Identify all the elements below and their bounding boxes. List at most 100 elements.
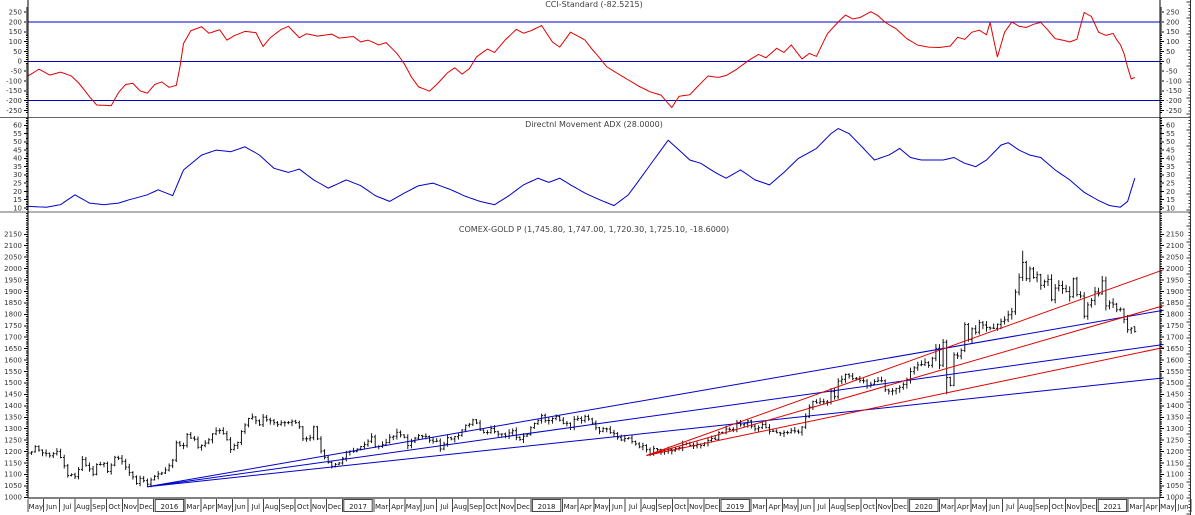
svg-text:-200: -200 [1166, 97, 1182, 105]
trendline [646, 305, 1164, 456]
x-month-label: Nov [1066, 503, 1080, 511]
svg-text:30: 30 [1166, 171, 1175, 179]
year-box [1097, 499, 1128, 512]
trendline [147, 377, 1164, 488]
svg-text:1200: 1200 [4, 448, 22, 456]
svg-text:45: 45 [13, 146, 22, 154]
svg-text:-100: -100 [6, 77, 22, 85]
svg-text:1550: 1550 [4, 368, 22, 376]
x-month-label: Jul [251, 503, 261, 511]
x-year-label: 2019 [726, 503, 744, 511]
x-month-label: Jul [628, 503, 638, 511]
svg-text:-250: -250 [6, 107, 22, 115]
svg-text:60: 60 [1166, 122, 1175, 130]
x-month-label: Oct [1051, 503, 1063, 511]
svg-text:1450: 1450 [4, 391, 22, 399]
svg-text:2050: 2050 [1166, 253, 1184, 261]
x-year-label: 2016 [160, 503, 178, 511]
svg-text:1000: 1000 [4, 494, 22, 502]
svg-text:-250: -250 [1166, 107, 1182, 115]
x-month-label: Jun [1177, 503, 1189, 511]
x-month-label: Nov [689, 503, 703, 511]
x-month-label: Nov [878, 503, 892, 511]
svg-text:45: 45 [1166, 146, 1175, 154]
svg-text:150: 150 [9, 28, 22, 36]
svg-text:1600: 1600 [4, 356, 22, 364]
svg-text:1150: 1150 [1166, 459, 1184, 467]
x-month-label: Jun [422, 503, 434, 511]
year-box [154, 499, 185, 512]
svg-text:1350: 1350 [4, 414, 22, 422]
y-labels-price: 2150 2150 2100 2100 2050 2050 2000 2000 1950 1950… [4, 231, 1184, 502]
svg-text:20: 20 [1166, 188, 1175, 196]
svg-text:50: 50 [1166, 138, 1175, 146]
panel-cci [28, 11, 1160, 109]
svg-text:-200: -200 [6, 97, 22, 105]
svg-text:20: 20 [13, 188, 22, 196]
x-month-label: Mar [564, 503, 577, 511]
svg-text:200: 200 [1166, 18, 1179, 26]
svg-text:1050: 1050 [4, 482, 22, 490]
svg-text:40: 40 [13, 155, 22, 163]
svg-text:1150: 1150 [4, 459, 22, 467]
x-month-label: Jun [611, 503, 623, 511]
x-axis-labels: May Jun Jul Aug Sep Oct Nov Dec 2016 Mar Apr May Jun… [27, 499, 1192, 512]
x-month-label: May [217, 503, 231, 511]
x-month-label: Sep [469, 503, 483, 511]
svg-text:15: 15 [13, 196, 22, 204]
x-month-label: Oct [863, 503, 875, 511]
svg-text:1300: 1300 [1166, 425, 1184, 433]
svg-text:1650: 1650 [4, 345, 22, 353]
trendline [147, 344, 1164, 488]
right-edge-ruler [1186, 0, 1191, 515]
x-month-label: Dec [328, 503, 342, 511]
svg-text:2150: 2150 [4, 231, 22, 239]
trendline [147, 309, 1164, 488]
cci-line [28, 11, 1135, 109]
x-month-label: Mar [941, 503, 954, 511]
x-month-label: Aug [76, 503, 90, 511]
svg-text:10: 10 [13, 204, 22, 212]
svg-text:55: 55 [1166, 130, 1175, 138]
svg-text:150: 150 [1166, 28, 1179, 36]
svg-text:-150: -150 [6, 87, 22, 95]
x-month-label: May [594, 503, 608, 511]
svg-text:1100: 1100 [1166, 471, 1184, 479]
x-month-label: Dec [139, 503, 153, 511]
svg-text:1400: 1400 [1166, 402, 1184, 410]
x-year-label: 2021 [1103, 503, 1121, 511]
panel-separators [0, 117, 1191, 213]
svg-text:1850: 1850 [1166, 299, 1184, 307]
svg-text:1400: 1400 [4, 402, 22, 410]
y-ticks-cci [26, 7, 1162, 113]
x-month-label: May [406, 503, 420, 511]
svg-text:100: 100 [9, 38, 22, 46]
panel-adx [28, 128, 1136, 208]
x-month-label: Aug [265, 503, 279, 511]
svg-text:-150: -150 [1166, 87, 1182, 95]
svg-text:50: 50 [1166, 48, 1175, 56]
svg-text:200: 200 [9, 18, 22, 26]
x-month-label: Jul [439, 503, 449, 511]
year-box [720, 499, 750, 512]
trendlines [147, 269, 1164, 488]
year-box [343, 499, 373, 512]
svg-text:1500: 1500 [1166, 379, 1184, 387]
x-month-label: Nov [123, 503, 137, 511]
svg-text:40: 40 [1166, 155, 1175, 163]
y-ticks-adx [26, 118, 1162, 211]
svg-text:1950: 1950 [1166, 276, 1184, 284]
x-month-label: Apr [391, 503, 403, 511]
x-month-label: Oct [486, 503, 498, 511]
svg-text:100: 100 [1166, 38, 1179, 46]
x-month-label: Apr [580, 503, 592, 511]
svg-text:35: 35 [1166, 163, 1175, 171]
svg-text:1250: 1250 [1166, 436, 1184, 444]
x-month-label: Mar [186, 503, 199, 511]
svg-text:-50: -50 [1166, 67, 1177, 75]
svg-text:2050: 2050 [4, 253, 22, 261]
